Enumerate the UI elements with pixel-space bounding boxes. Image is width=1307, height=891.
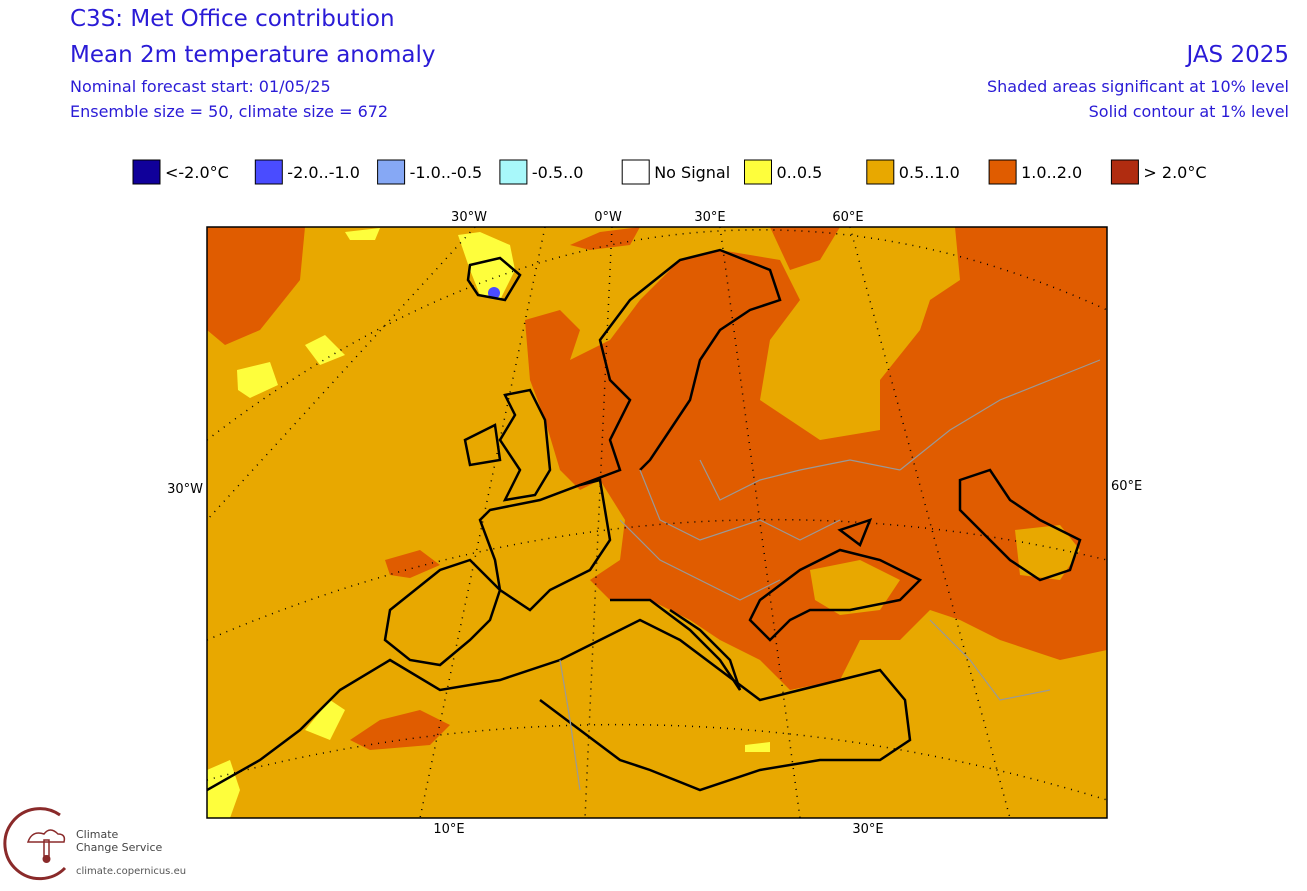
logo-text: Climate <box>76 828 119 841</box>
anomaly-area <box>207 227 305 345</box>
legend-swatch <box>132 159 161 185</box>
anomaly-area <box>770 227 840 270</box>
lon-label: 60°E <box>1111 479 1142 494</box>
period: JAS 2025 <box>1186 42 1289 68</box>
legend-label: -2.0..-1.0 <box>287 163 360 182</box>
legend-swatch <box>254 159 283 185</box>
legend-swatch <box>499 159 528 185</box>
anomaly-area <box>237 362 278 398</box>
legend-swatch <box>1110 159 1139 185</box>
legend-swatch <box>377 159 406 185</box>
anomaly-area <box>458 232 515 300</box>
map <box>207 227 1107 818</box>
lon-label: 30°W <box>451 210 487 225</box>
shading-note: Shaded areas significant at 10% level <box>986 77 1289 96</box>
anomaly-area <box>305 700 345 740</box>
subtitle: Mean 2m temperature anomaly <box>70 42 436 68</box>
anomaly-area <box>810 560 900 615</box>
map-labels: 30°W 0°W 30°E 60°E 30°W 60°E 10°E 30°E <box>167 210 1142 837</box>
legend: <-2.0°C -2.0..-1.0 -1.0..-0.5 -0.5..0 No Sig… <box>132 159 1207 185</box>
anomaly-area <box>385 550 440 578</box>
lon-label: 10°E <box>433 822 464 837</box>
logo: Climate Change Service climate.copernicu… <box>3 807 186 881</box>
anomaly-area <box>570 227 640 250</box>
lon-label: 30°E <box>852 822 883 837</box>
anomaly-area <box>1015 525 1080 580</box>
forecast-start: Nominal forecast start: 01/05/25 <box>70 77 331 96</box>
lon-label: 30°E <box>694 210 725 225</box>
legend-swatch <box>621 159 650 185</box>
title: C3S: Met Office contribution <box>70 6 395 32</box>
legend-label: -0.5..0 <box>532 163 584 182</box>
anomaly-area <box>525 227 1107 690</box>
logo-text: Change Service <box>76 841 162 854</box>
anomaly-area <box>488 287 500 299</box>
logo-url: climate.copernicus.eu <box>76 866 186 877</box>
legend-label: No Signal <box>654 163 730 182</box>
anomaly-area <box>345 228 380 240</box>
legend-label: 1.0..2.0 <box>1021 163 1082 182</box>
map-frame <box>206 226 1108 819</box>
legend-label: -1.0..-0.5 <box>410 163 483 182</box>
legend-swatch <box>744 159 772 185</box>
anomaly-area <box>305 335 345 365</box>
legend-label: > 2.0°C <box>1143 163 1206 182</box>
legend-swatch <box>866 159 895 185</box>
ensemble-size: Ensemble size = 50, climate size = 672 <box>70 102 389 121</box>
anomaly-area <box>350 710 450 750</box>
borders <box>559 359 1101 791</box>
legend-label: <-2.0°C <box>165 163 229 182</box>
contour-note: Solid contour at 1% level <box>1088 102 1289 121</box>
lon-label: 0°W <box>594 210 622 225</box>
lon-label: 30°W <box>167 482 203 497</box>
legend-label: 0..0.5 <box>777 163 823 182</box>
legend-swatch <box>988 159 1017 185</box>
anomaly-area <box>745 742 770 752</box>
lon-label: 60°E <box>832 210 863 225</box>
anomaly-area <box>207 760 240 818</box>
graticule <box>207 227 1107 818</box>
legend-label: 0.5..1.0 <box>899 163 960 182</box>
coastlines <box>207 248 1082 792</box>
